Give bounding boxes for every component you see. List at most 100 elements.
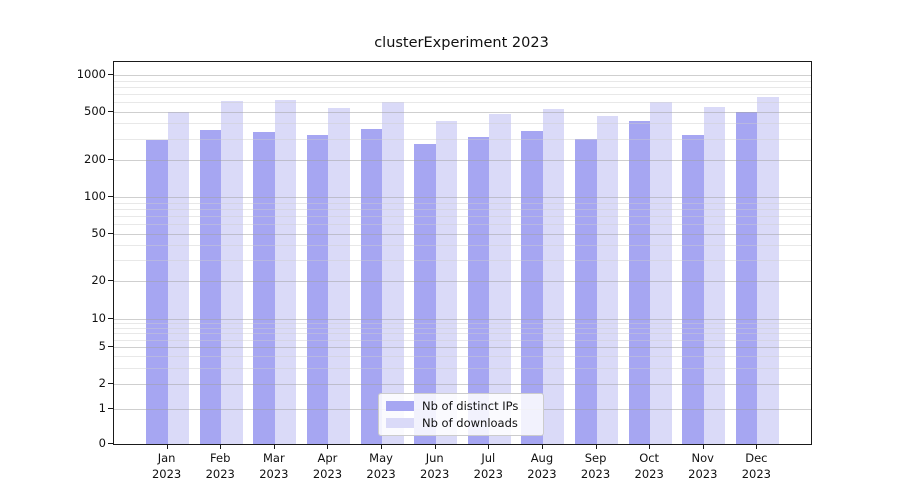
y-tick-label: 100 xyxy=(84,189,106,203)
gridline-minor xyxy=(114,202,811,204)
x-tick-mark xyxy=(381,444,383,449)
x-tick-label-year: 2023 xyxy=(420,467,450,481)
bar-nb-of-downloads-dec xyxy=(757,96,779,444)
bar-nb-of-downloads-mar xyxy=(274,100,297,444)
x-tick-label-year: 2023 xyxy=(688,467,718,481)
x-tick-label: Jan 2023 xyxy=(127,450,207,482)
gridline-major xyxy=(114,197,811,198)
y-tick-mark xyxy=(108,408,113,409)
y-tick-mark xyxy=(108,159,113,160)
x-tick-label: Feb 2023 xyxy=(180,450,260,482)
x-tick-label-month: Dec xyxy=(745,451,768,465)
bar-nb-of-distinct-ips-mar xyxy=(253,131,275,444)
bar-nb-of-distinct-ips-feb xyxy=(199,129,222,444)
gridline-major xyxy=(114,234,811,235)
y-tick-mark xyxy=(108,346,113,347)
x-tick-mark xyxy=(702,444,704,449)
x-tick-label: Aug 2023 xyxy=(502,450,582,482)
gridline-minor xyxy=(114,333,811,335)
y-tick-mark xyxy=(108,383,113,384)
x-tick-label: Oct 2023 xyxy=(609,450,689,482)
x-tick-label-month: Jul xyxy=(481,451,496,465)
plot-area xyxy=(113,61,812,445)
bar-nb-of-distinct-ips-jan xyxy=(146,140,168,444)
y-tick-label: 10 xyxy=(91,311,106,325)
gridline-minor xyxy=(114,260,811,262)
y-tick-mark xyxy=(108,74,113,75)
bar-nb-of-downloads-oct xyxy=(650,101,672,444)
x-tick-label-year: 2023 xyxy=(473,467,503,481)
gridline-minor xyxy=(114,216,811,218)
gridline-minor xyxy=(114,367,811,369)
x-tick-label-year: 2023 xyxy=(312,467,343,481)
bar-nb-of-downloads-feb xyxy=(221,101,243,444)
x-tick-label-month: Feb xyxy=(210,451,231,465)
gridline-minor xyxy=(114,123,811,125)
x-tick-label-year: 2023 xyxy=(634,467,664,481)
x-tick-label-month: Mar xyxy=(262,451,285,465)
gridline-minor xyxy=(114,356,811,357)
x-tick-mark xyxy=(756,444,758,449)
bar-nb-of-downloads-aug xyxy=(542,108,565,444)
gridline-minor xyxy=(114,208,811,210)
y-tick-label: 5 xyxy=(98,339,106,353)
legend-item-downloads: Nb of downloads xyxy=(379,416,543,430)
x-tick-mark xyxy=(166,444,168,449)
gridline-minor xyxy=(114,138,811,140)
y-tick-label: 50 xyxy=(91,226,106,240)
y-tick-mark xyxy=(108,110,113,112)
gridline-minor xyxy=(114,86,811,88)
bar-nb-of-downloads-apr xyxy=(328,108,350,444)
legend-swatch-distinct-ips-icon xyxy=(386,401,414,411)
x-tick-label-year: 2023 xyxy=(366,467,396,481)
x-tick-mark xyxy=(434,444,436,449)
x-tick-label: Nov 2023 xyxy=(663,450,743,482)
x-tick-label-month: Nov xyxy=(691,451,714,465)
gridline-major xyxy=(114,160,811,161)
x-tick-label-year: 2023 xyxy=(259,467,289,481)
legend-label-distinct-ips: Nb of distinct IPs xyxy=(422,399,519,413)
x-tick-label: Apr 2023 xyxy=(287,450,367,482)
bar-nb-of-distinct-ips-sep xyxy=(575,138,597,444)
x-tick-mark xyxy=(327,444,329,449)
gridline-major xyxy=(114,319,811,320)
bar-nb-of-downloads-jan xyxy=(167,112,190,444)
gridline-minor xyxy=(114,101,811,103)
gridline-minor xyxy=(114,93,811,95)
legend: Nb of distinct IPs Nb of downloads xyxy=(378,393,544,436)
bar-nb-of-distinct-ips-nov xyxy=(682,135,704,444)
x-tick-label-year: 2023 xyxy=(741,467,772,481)
gridline-minor xyxy=(114,245,811,247)
gridline-minor xyxy=(114,323,811,325)
gridline-major xyxy=(114,384,811,385)
x-tick-label: Sep 2023 xyxy=(556,450,636,482)
legend-item-distinct-ips: Nb of distinct IPs xyxy=(379,399,543,413)
gridline-minor xyxy=(114,224,811,226)
y-tick-label: 0 xyxy=(98,436,106,450)
bar-nb-of-downloads-sep xyxy=(596,115,619,444)
bar-nb-of-distinct-ips-oct xyxy=(628,120,651,444)
x-tick-mark xyxy=(595,444,597,449)
y-tick-label: 500 xyxy=(84,103,106,118)
grid-layer xyxy=(114,62,811,444)
bar-nb-of-distinct-ips-dec xyxy=(735,111,758,444)
x-tick-mark xyxy=(488,444,490,449)
x-tick-mark xyxy=(273,444,275,449)
gridline-minor xyxy=(114,328,811,329)
gridline-minor xyxy=(114,80,811,82)
x-tick-mark xyxy=(220,444,222,449)
x-tick-label: Mar 2023 xyxy=(234,450,314,482)
chart-title: clusterExperiment 2023 xyxy=(374,35,549,51)
x-tick-label-year: 2023 xyxy=(527,467,557,481)
x-tick-label-month: Sep xyxy=(584,451,607,465)
x-tick-mark xyxy=(649,444,651,449)
y-tick-label: 20 xyxy=(91,273,106,287)
y-tick-label: 200 xyxy=(84,152,106,166)
x-tick-label: Jun 2023 xyxy=(395,450,475,482)
y-tick-mark xyxy=(108,196,113,197)
x-tick-label-month: Oct xyxy=(639,451,660,465)
gridline-minor xyxy=(114,339,811,341)
x-tick-label-month: Jan xyxy=(157,451,176,465)
x-tick-label-year: 2023 xyxy=(205,467,235,481)
